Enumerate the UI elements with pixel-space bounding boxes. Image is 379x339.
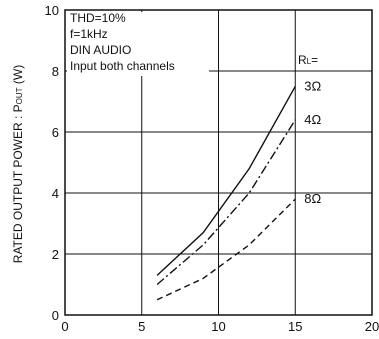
series-label-0: 3Ω <box>304 78 321 93</box>
x-tick-label: 0 <box>61 319 68 334</box>
y-tick-label: 10 <box>45 3 59 18</box>
annotation-box: THD=10% f=1kHz DIN AUDIO Input both chan… <box>70 11 175 73</box>
legend-heading: RL= <box>298 53 318 67</box>
y-tick-label: 2 <box>52 247 59 262</box>
y-tick-label: 6 <box>52 125 59 140</box>
y-tick-label: 8 <box>52 64 59 79</box>
y-tick-label: 0 <box>52 308 59 323</box>
x-tick-label: 5 <box>138 319 145 334</box>
series-layer <box>156 85 296 301</box>
annotation-line-4: Input both channels <box>70 59 175 73</box>
tick-labels: 0 5 10 15 20 0 2 4 6 8 10 <box>45 3 379 334</box>
annotation-line-1: THD=10% <box>70 11 126 25</box>
plot-frame <box>64 9 373 316</box>
series-line-0 <box>156 85 296 276</box>
series-labels: 3Ω 4Ω 8Ω <box>304 78 321 206</box>
series-label-2: 8Ω <box>304 191 321 206</box>
annotation-line-3: DIN AUDIO <box>70 43 131 57</box>
x-tick-label: 10 <box>211 319 225 334</box>
y-axis-label: RATED OUTPUT POWER : POUT (W) <box>11 65 25 263</box>
x-tick-label: 15 <box>288 319 302 334</box>
series-line-1 <box>156 119 296 286</box>
series-line-2 <box>156 198 296 301</box>
y-tick-label: 4 <box>52 186 59 201</box>
annotation-line-2: f=1kHz <box>70 27 108 41</box>
series-label-1: 4Ω <box>304 112 321 127</box>
annotation-background <box>67 12 209 76</box>
x-tick-label: 20 <box>365 319 379 334</box>
